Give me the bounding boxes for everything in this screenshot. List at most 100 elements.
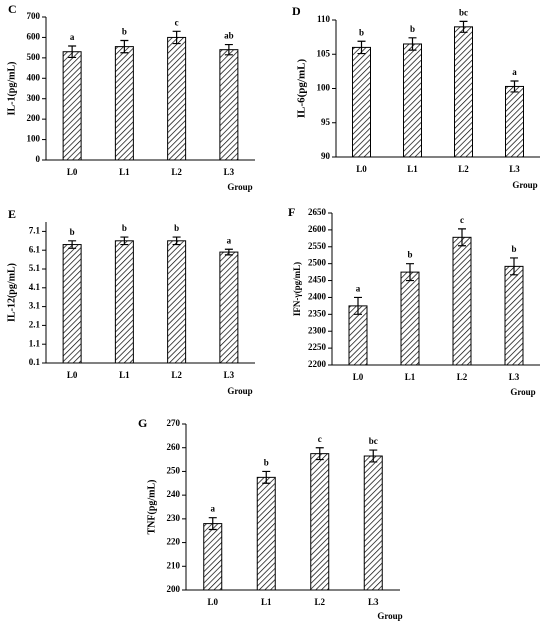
error-bar [458, 228, 466, 247]
panel-label: G [138, 416, 147, 430]
bar [363, 455, 383, 591]
y-tick-label: 0 [36, 154, 41, 164]
x-tick-label: L2 [171, 167, 182, 177]
bar [114, 46, 134, 161]
y-tick-label: 270 [167, 418, 181, 428]
x-tick-label: L1 [261, 597, 272, 607]
panel-label: F [288, 205, 295, 219]
y-tick-label: 100 [317, 83, 331, 93]
error-bar [120, 39, 129, 54]
significance-letter: c [318, 434, 322, 444]
error-bar [208, 517, 217, 531]
error-bar [172, 236, 181, 246]
x-axis-title: Group [227, 386, 252, 396]
y-tick-label: 2200 [308, 359, 327, 369]
significance-letter: c [175, 17, 179, 27]
significance-letter: bc [459, 7, 468, 17]
y-tick-label: 2600 [308, 224, 327, 234]
y-tick-label: 600 [27, 31, 41, 41]
bar [504, 265, 524, 366]
y-tick-label: 105 [317, 48, 331, 58]
y-tick-label: 2.1 [29, 319, 41, 329]
error-bar [224, 248, 233, 256]
significance-letter: a [227, 235, 232, 245]
bar [403, 43, 422, 158]
error-bar [120, 236, 129, 246]
x-tick-label: L0 [67, 167, 78, 177]
x-tick-label: L0 [207, 597, 218, 607]
y-tick-label: 1.1 [29, 338, 41, 348]
error-bar [224, 43, 233, 56]
y-tick-label: 100 [27, 134, 41, 144]
y-tick-label: 700 [27, 11, 41, 21]
y-tick-label: 4.1 [29, 282, 41, 292]
y-tick-label: 6.1 [29, 244, 41, 254]
x-axis-title: Group [227, 182, 252, 192]
y-tick-label: 95 [321, 117, 331, 127]
error-bar [369, 449, 378, 463]
error-bar [172, 30, 181, 45]
x-tick-label: L1 [407, 164, 418, 174]
bar [114, 240, 134, 364]
x-tick-label: L2 [457, 372, 468, 382]
y-tick-label: 240 [167, 489, 181, 499]
y-tick-label: 500 [27, 52, 41, 62]
bar [400, 271, 420, 366]
x-axis-title: Group [377, 611, 402, 621]
significance-letter: b [122, 27, 127, 37]
bar [62, 51, 82, 161]
y-axis-title: IL-12(pg/mL) [6, 263, 17, 322]
bar [454, 26, 473, 158]
x-tick-label: L1 [119, 167, 130, 177]
y-tick-label: 220 [167, 537, 181, 547]
y-axis-title: IL-6(pg/mL) [296, 59, 308, 119]
significance-letter: ab [224, 31, 234, 41]
significance-letter: b [511, 244, 516, 254]
x-tick-label: L1 [119, 370, 130, 380]
error-bar [510, 257, 518, 276]
error-bar [510, 80, 519, 93]
error-bar [406, 263, 414, 282]
y-tick-label: 2550 [308, 241, 327, 251]
y-tick-label: 200 [167, 584, 181, 594]
y-tick-label: 0.1 [29, 357, 41, 367]
panel-label: E [8, 207, 16, 221]
y-tick-label: 3.1 [29, 301, 41, 311]
x-tick-label: L2 [314, 597, 325, 607]
x-tick-label: L2 [458, 164, 469, 174]
y-axis-title: TNF(pg/mL) [146, 480, 157, 535]
significance-letter: b [407, 250, 412, 260]
panel-label: D [292, 4, 301, 18]
x-tick-label: L3 [224, 370, 235, 380]
error-bar [315, 447, 324, 461]
y-tick-label: 2450 [308, 275, 327, 285]
x-tick-label: L3 [509, 372, 520, 382]
y-tick-label: 250 [167, 465, 181, 475]
y-tick-label: 2500 [308, 258, 327, 268]
bar [352, 46, 371, 158]
bar [505, 85, 524, 158]
error-bar [408, 37, 417, 51]
error-bar [262, 470, 271, 484]
y-tick-label: 400 [27, 72, 41, 82]
x-axis-title: Group [512, 180, 537, 190]
y-tick-label: 7.1 [29, 225, 41, 235]
bar [62, 244, 82, 364]
bar [167, 36, 187, 161]
significance-letter: b [174, 223, 179, 233]
x-tick-label: L3 [224, 167, 235, 177]
y-tick-label: 200 [27, 113, 41, 123]
y-tick-label: 2250 [308, 342, 327, 352]
y-tick-label: 260 [167, 442, 181, 452]
y-tick-label: 5.1 [29, 263, 41, 273]
bar [219, 49, 239, 161]
error-bar [459, 20, 468, 33]
bar [219, 251, 239, 364]
significance-letter: b [410, 24, 415, 34]
x-tick-label: L3 [368, 597, 379, 607]
significance-letter: b [122, 223, 127, 233]
error-bar [68, 240, 77, 249]
y-axis-title: IL-1(pg/mL) [6, 62, 17, 116]
y-tick-label: 210 [167, 560, 181, 570]
